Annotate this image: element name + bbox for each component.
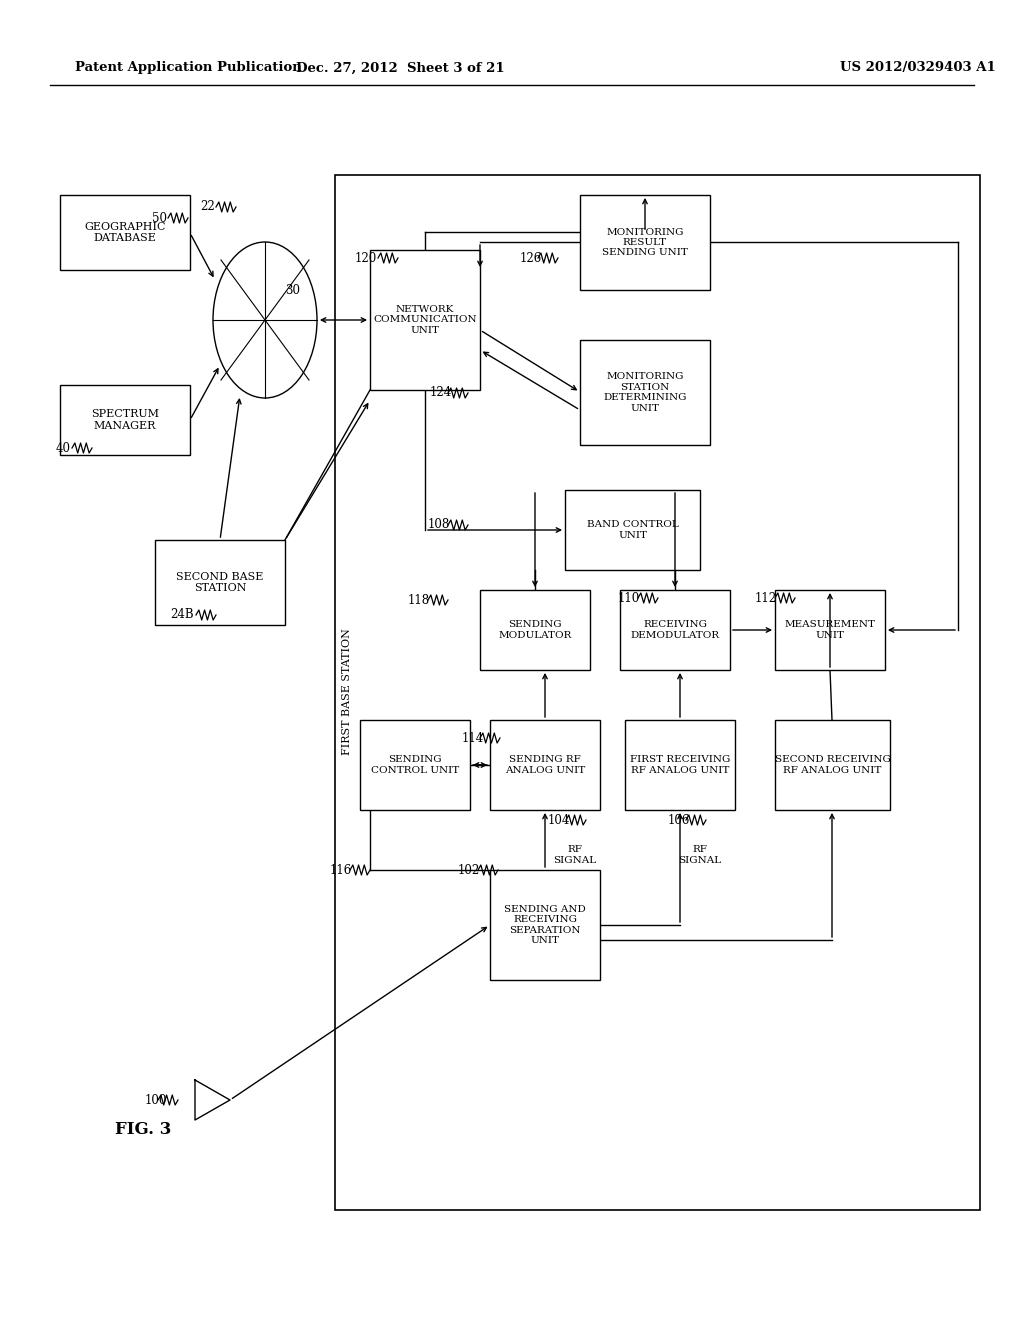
- Bar: [620, 590, 730, 671]
- Text: 106: 106: [668, 813, 690, 826]
- Text: SENDING AND
RECEIVING
SEPARATION
UNIT: SENDING AND RECEIVING SEPARATION UNIT: [504, 906, 586, 945]
- Text: 100: 100: [145, 1093, 167, 1106]
- Text: NETWORK
COMMUNICATION
UNIT: NETWORK COMMUNICATION UNIT: [373, 305, 477, 335]
- Text: 120: 120: [355, 252, 377, 264]
- Text: 24B: 24B: [170, 609, 194, 622]
- Text: MONITORING
STATION
DETERMINING
UNIT: MONITORING STATION DETERMINING UNIT: [603, 372, 687, 413]
- Bar: [580, 341, 710, 445]
- Text: SPECTRUM
MANAGER: SPECTRUM MANAGER: [91, 409, 159, 430]
- Bar: [360, 719, 470, 810]
- Text: RF
SIGNAL: RF SIGNAL: [679, 845, 722, 865]
- Text: 22: 22: [200, 201, 215, 214]
- Text: FIG. 3: FIG. 3: [115, 1122, 171, 1138]
- Text: 116: 116: [330, 863, 352, 876]
- Text: 30: 30: [285, 284, 300, 297]
- Text: RF
SIGNAL: RF SIGNAL: [553, 845, 597, 865]
- Text: MEASUREMENT
UNIT: MEASUREMENT UNIT: [784, 620, 876, 640]
- Text: 112: 112: [755, 591, 777, 605]
- Bar: [60, 195, 190, 271]
- Text: 118: 118: [408, 594, 430, 606]
- Text: US 2012/0329403 A1: US 2012/0329403 A1: [840, 62, 995, 74]
- Bar: [775, 719, 890, 810]
- Text: BAND CONTROL
UNIT: BAND CONTROL UNIT: [587, 520, 678, 540]
- Text: 124: 124: [430, 387, 453, 400]
- Text: FIRST BASE STATION: FIRST BASE STATION: [342, 628, 352, 755]
- Text: FIRST RECEIVING
RF ANALOG UNIT: FIRST RECEIVING RF ANALOG UNIT: [630, 755, 730, 775]
- Bar: [60, 385, 190, 455]
- Text: Dec. 27, 2012  Sheet 3 of 21: Dec. 27, 2012 Sheet 3 of 21: [296, 62, 504, 74]
- Bar: [625, 719, 735, 810]
- Text: SENDING
CONTROL UNIT: SENDING CONTROL UNIT: [371, 755, 459, 775]
- Text: SECOND RECEIVING
RF ANALOG UNIT: SECOND RECEIVING RF ANALOG UNIT: [774, 755, 891, 775]
- Text: 126: 126: [520, 252, 543, 264]
- Text: GEOGRAPHIC
DATABASE: GEOGRAPHIC DATABASE: [84, 222, 166, 243]
- Bar: [490, 719, 600, 810]
- Text: 40: 40: [56, 441, 71, 454]
- Text: MONITORING
RESULT
SENDING UNIT: MONITORING RESULT SENDING UNIT: [602, 227, 688, 257]
- Bar: [155, 540, 285, 624]
- Bar: [370, 249, 480, 389]
- Bar: [565, 490, 700, 570]
- Text: SENDING RF
ANALOG UNIT: SENDING RF ANALOG UNIT: [505, 755, 585, 775]
- Text: SENDING
MODULATOR: SENDING MODULATOR: [499, 620, 571, 640]
- Text: RECEIVING
DEMODULATOR: RECEIVING DEMODULATOR: [631, 620, 720, 640]
- Bar: [335, 176, 980, 1210]
- Bar: [580, 195, 710, 290]
- Bar: [490, 870, 600, 979]
- Text: 104: 104: [548, 813, 570, 826]
- Bar: [775, 590, 885, 671]
- Text: SECOND BASE
STATION: SECOND BASE STATION: [176, 572, 264, 593]
- Text: 114: 114: [462, 731, 484, 744]
- Bar: [480, 590, 590, 671]
- Text: 110: 110: [618, 591, 640, 605]
- Text: 50: 50: [152, 211, 167, 224]
- Text: 102: 102: [458, 863, 480, 876]
- Ellipse shape: [213, 242, 317, 399]
- Text: Patent Application Publication: Patent Application Publication: [75, 62, 302, 74]
- Text: 108: 108: [428, 519, 451, 532]
